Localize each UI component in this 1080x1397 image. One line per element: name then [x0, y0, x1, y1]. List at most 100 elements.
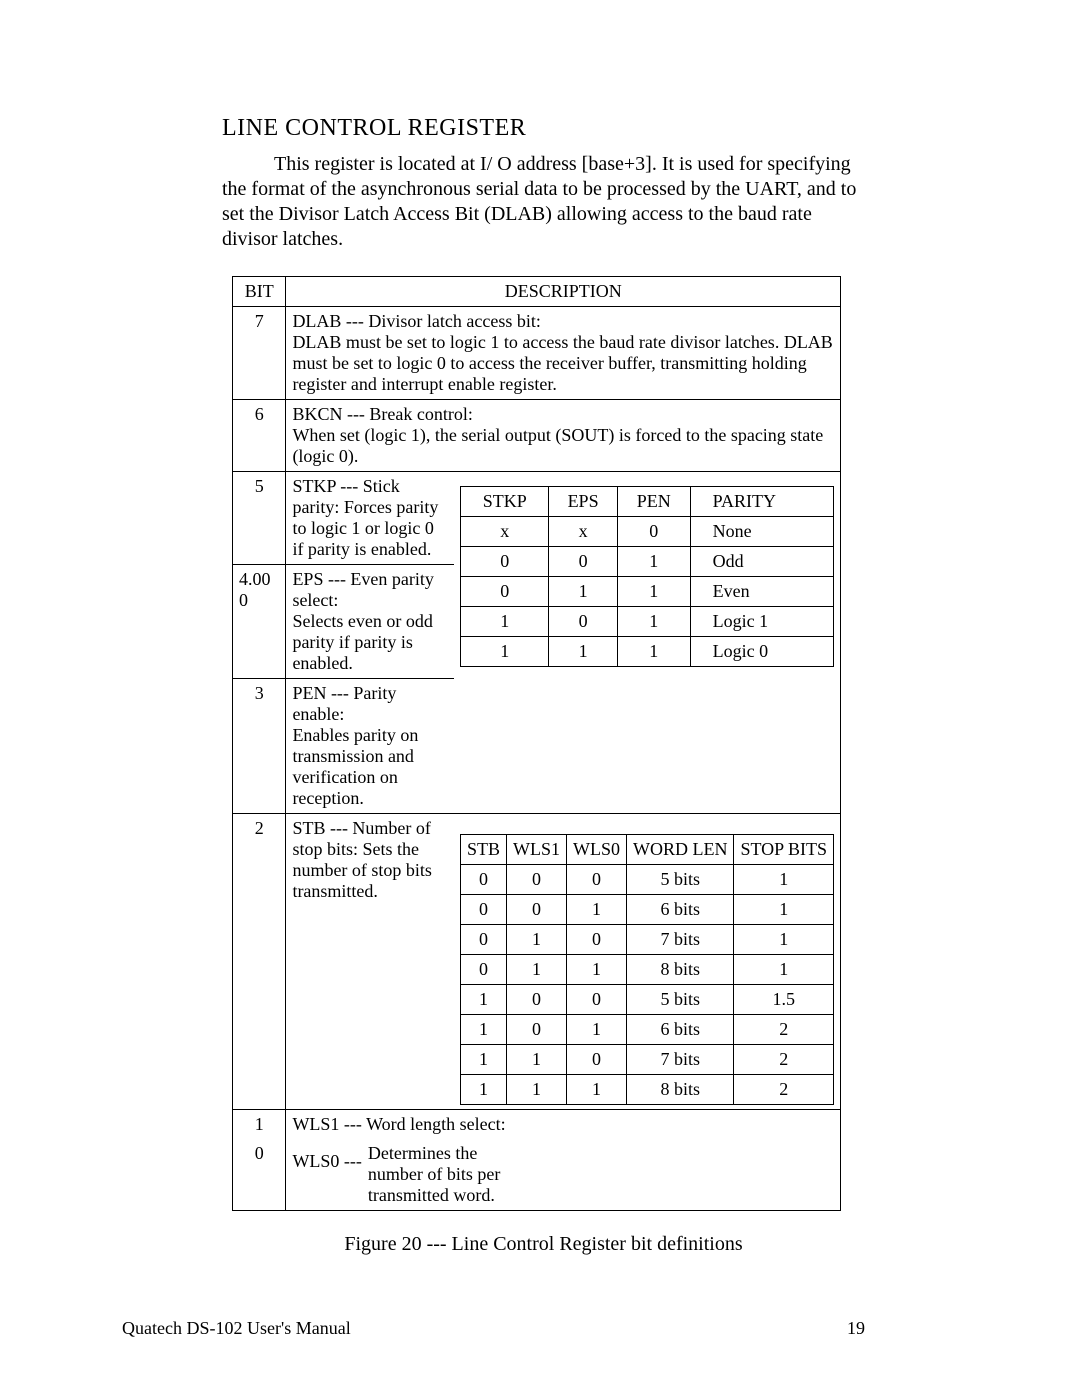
- desc-4: EPS --- Even parity select: Selects even…: [286, 565, 454, 679]
- parity-h1: EPS: [549, 487, 617, 517]
- s-r2c4: 1: [734, 925, 834, 955]
- desc-0: WLS0 --- Determines the number of bits p…: [286, 1139, 841, 1211]
- p-r0c2: 0: [617, 517, 690, 547]
- p-r2c2: 1: [617, 577, 690, 607]
- s-r7c4: 2: [734, 1075, 834, 1105]
- p-r4c3: Logic 0: [690, 637, 833, 667]
- s-r7c1: 1: [506, 1075, 566, 1105]
- th-desc: DESCRIPTION: [286, 277, 841, 307]
- parity-subtable-cell: STKP EPS PEN PARITY xx0None 001Odd 011Ev…: [454, 472, 841, 814]
- page-title: LINE CONTROL REGISTER: [222, 115, 865, 142]
- s-r5c2: 1: [566, 1015, 626, 1045]
- s-r3c1: 1: [506, 955, 566, 985]
- s-r3c2: 1: [566, 955, 626, 985]
- s-r1c2: 1: [566, 895, 626, 925]
- register-table: BIT DESCRIPTION 7 DLAB --- Divisor latch…: [232, 276, 841, 1211]
- s-r6c0: 1: [460, 1045, 506, 1075]
- s-r3c0: 0: [460, 955, 506, 985]
- s-r6c4: 2: [734, 1045, 834, 1075]
- stb-h4: STOP BITS: [734, 835, 834, 865]
- s-r4c1: 0: [506, 985, 566, 1015]
- p-r4c1: 1: [549, 637, 617, 667]
- bit-2: 2: [233, 814, 286, 1110]
- p-r1c1: 0: [549, 547, 617, 577]
- stb-subtable-cell: STB WLS1 WLS0 WORD LEN STOP BITS 0005 bi…: [454, 814, 841, 1110]
- s-r1c4: 1: [734, 895, 834, 925]
- stb-subtable: STB WLS1 WLS0 WORD LEN STOP BITS 0005 bi…: [460, 834, 834, 1105]
- s-r2c3: 7 bits: [626, 925, 733, 955]
- p-r1c3: Odd: [690, 547, 833, 577]
- p-r3c0: 1: [460, 607, 548, 637]
- s-r1c3: 6 bits: [626, 895, 733, 925]
- p-r4c0: 1: [460, 637, 548, 667]
- bit-7: 7: [233, 307, 286, 400]
- bit-0: 0: [233, 1139, 286, 1211]
- stb-h3: WORD LEN: [626, 835, 733, 865]
- s-r2c1: 1: [506, 925, 566, 955]
- s-r7c0: 1: [460, 1075, 506, 1105]
- p-r0c1: x: [549, 517, 617, 547]
- desc-6: BKCN --- Break control: When set (logic …: [286, 400, 841, 472]
- stb-h1: WLS1: [506, 835, 566, 865]
- parity-h3: PARITY: [690, 487, 833, 517]
- p-r1c2: 1: [617, 547, 690, 577]
- s-r5c4: 2: [734, 1015, 834, 1045]
- s-r4c3: 5 bits: [626, 985, 733, 1015]
- s-r3c3: 8 bits: [626, 955, 733, 985]
- th-bit: BIT: [233, 277, 286, 307]
- parity-subtable: STKP EPS PEN PARITY xx0None 001Odd 011Ev…: [460, 486, 834, 667]
- s-r5c0: 1: [460, 1015, 506, 1045]
- intro-paragraph: This register is located at I/ O address…: [222, 152, 865, 252]
- bit-5: 5: [233, 472, 286, 565]
- bit-6: 6: [233, 400, 286, 472]
- s-r0c3: 5 bits: [626, 865, 733, 895]
- s-r4c2: 0: [566, 985, 626, 1015]
- page: LINE CONTROL REGISTER This register is l…: [0, 0, 1080, 1397]
- s-r4c0: 1: [460, 985, 506, 1015]
- s-r3c4: 1: [734, 955, 834, 985]
- p-r1c0: 0: [460, 547, 548, 577]
- s-r7c2: 1: [566, 1075, 626, 1105]
- bit-1: 1: [233, 1110, 286, 1140]
- p-r0c0: x: [460, 517, 548, 547]
- page-footer: Quatech DS-102 User's Manual 19: [122, 1318, 865, 1339]
- s-r6c3: 7 bits: [626, 1045, 733, 1075]
- footer-page-number: 19: [847, 1318, 865, 1339]
- s-r5c3: 6 bits: [626, 1015, 733, 1045]
- s-r0c0: 0: [460, 865, 506, 895]
- s-r5c1: 0: [506, 1015, 566, 1045]
- s-r6c1: 1: [506, 1045, 566, 1075]
- s-r7c3: 8 bits: [626, 1075, 733, 1105]
- footer-left: Quatech DS-102 User's Manual: [122, 1318, 351, 1339]
- desc-1: WLS1 --- Word length select:: [286, 1110, 841, 1140]
- p-r0c3: None: [690, 517, 833, 547]
- s-r6c2: 0: [566, 1045, 626, 1075]
- p-r2c0: 0: [460, 577, 548, 607]
- s-r1c1: 0: [506, 895, 566, 925]
- bit-3: 3: [233, 679, 286, 814]
- wls0-desc: Determines the number of bits per transm…: [368, 1143, 528, 1206]
- desc-5: STKP --- Stick parity: Forces parity to …: [286, 472, 454, 565]
- s-r0c1: 0: [506, 865, 566, 895]
- s-r4c4: 1.5: [734, 985, 834, 1015]
- desc-7: DLAB --- Divisor latch access bit: DLAB …: [286, 307, 841, 400]
- s-r0c2: 0: [566, 865, 626, 895]
- s-r2c2: 0: [566, 925, 626, 955]
- parity-h2: PEN: [617, 487, 690, 517]
- parity-h0: STKP: [460, 487, 548, 517]
- figure-caption: Figure 20 --- Line Control Register bit …: [222, 1233, 865, 1256]
- p-r3c1: 0: [549, 607, 617, 637]
- p-r3c3: Logic 1: [690, 607, 833, 637]
- s-r0c4: 1: [734, 865, 834, 895]
- p-r4c2: 1: [617, 637, 690, 667]
- wls0-label: WLS0 ---: [292, 1143, 361, 1206]
- p-r3c2: 1: [617, 607, 690, 637]
- bit-4: 4.00 0: [233, 565, 286, 679]
- desc-3: PEN --- Parity enable: Enables parity on…: [286, 679, 454, 814]
- stb-h0: STB: [460, 835, 506, 865]
- p-r2c1: 1: [549, 577, 617, 607]
- s-r2c0: 0: [460, 925, 506, 955]
- p-r2c3: Even: [690, 577, 833, 607]
- s-r1c0: 0: [460, 895, 506, 925]
- stb-h2: WLS0: [566, 835, 626, 865]
